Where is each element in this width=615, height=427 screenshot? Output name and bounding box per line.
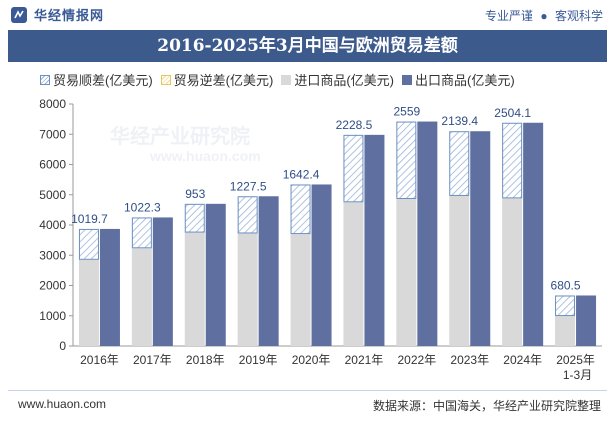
data-label: 2139.4 [441, 114, 478, 128]
brand-logo-icon [11, 6, 27, 23]
bar-import[interactable] [449, 195, 470, 346]
tagline-separator: ● [540, 9, 548, 23]
legend-label-export: 出口商品(亿美元) [415, 73, 515, 88]
legend-label-import: 进口商品(亿美元) [294, 73, 395, 88]
y-tick-label: 5000 [39, 188, 66, 202]
legend-label-deficit: 贸易逆差(亿美元) [173, 73, 274, 88]
x-tick-label: 2020年 [292, 353, 331, 367]
legend-item-import[interactable]: 进口商品(亿美元) [281, 70, 394, 89]
bar-import[interactable] [131, 248, 152, 346]
x-tick-label: 2016年 [80, 353, 119, 367]
data-label: 1227.5 [230, 179, 267, 193]
bar-export[interactable] [152, 217, 173, 346]
data-label: 2559 [393, 105, 420, 119]
label-layer: 1019.7 2016年 1022.3 2017年 953 2018年 1227.5 2019… [71, 105, 595, 382]
bar-export[interactable] [523, 122, 544, 346]
bar-surplus[interactable] [184, 203, 205, 233]
x-tick-label: 2025年 1-3月 [556, 353, 595, 382]
x-tick-label: 2018年 [186, 353, 225, 367]
bar-import[interactable] [237, 233, 258, 346]
bar-surplus[interactable] [449, 131, 470, 196]
bar-surplus[interactable] [555, 295, 576, 317]
y-tick-label: 4000 [39, 218, 66, 232]
legend-swatch-export [402, 74, 413, 85]
brand-name: 华经情报网 [34, 8, 105, 23]
chart-legend: 贸易顺差(亿美元) 贸易逆差(亿美元) 进口商品(亿美元) 出口商品(亿美元) [40, 70, 523, 89]
chart-title: 2016-2025年3月中国与欧洲贸易差额 [8, 30, 607, 62]
footer-source: 数据来源：中国海关，华经产业研究院整理 [372, 399, 601, 413]
data-label: 953 [185, 187, 205, 201]
bar-export[interactable] [205, 203, 226, 346]
data-label: 1642.4 [283, 167, 320, 181]
data-label: 2504.1 [494, 106, 531, 120]
bar-layer [78, 121, 597, 346]
legend-swatch-surplus [40, 74, 50, 85]
bar-surplus[interactable] [78, 228, 99, 260]
data-label: 680.5 [551, 278, 581, 292]
legend-swatch-import [281, 74, 292, 85]
data-label: 1019.7 [71, 212, 108, 226]
legend-item-surplus[interactable]: 贸易顺差(亿美元) [40, 70, 153, 89]
y-tick-label: 6000 [39, 158, 66, 172]
data-label: 2228.5 [336, 118, 373, 132]
tagline-right: 客观科学 [554, 9, 603, 23]
x-tick-label: 2017年 [133, 353, 172, 367]
bar-export[interactable] [311, 184, 332, 346]
bar-import[interactable] [343, 202, 364, 346]
tagline: 专业严谨 ● 客观科学 [485, 7, 603, 24]
bar-export[interactable] [576, 295, 597, 346]
y-tick-label: 0 [59, 339, 66, 353]
y-tick-label: 8000 [39, 97, 66, 111]
legend-swatch-deficit [160, 74, 171, 85]
bar-surplus[interactable] [343, 134, 364, 203]
footer-divider [8, 390, 607, 391]
y-tick-label: 3000 [39, 248, 66, 262]
bar-export[interactable] [417, 121, 438, 346]
y-tick-label: 7000 [39, 127, 66, 141]
axis-layer: 0 1000 2000 3000 4000 5000 6000 7000 8000 [39, 97, 602, 353]
bar-surplus[interactable] [237, 196, 258, 234]
bar-export[interactable] [99, 228, 120, 346]
bar-export[interactable] [258, 196, 279, 346]
legend-item-deficit[interactable]: 贸易逆差(亿美元) [160, 70, 274, 89]
bar-surplus[interactable] [290, 184, 311, 235]
x-tick-label: 2021年 [345, 353, 384, 367]
top-bar: 华经情报网 专业严谨 ● 客观科学 [0, 0, 615, 28]
bar-chart: 0 1000 2000 3000 4000 5000 6000 7000 8000 1019.7… [39, 97, 602, 382]
legend-item-export[interactable]: 出口商品(亿美元) [402, 70, 515, 89]
bar-export[interactable] [470, 131, 491, 346]
bar-import[interactable] [184, 232, 205, 346]
bar-surplus[interactable] [131, 217, 152, 249]
y-tick-label: 1000 [39, 309, 66, 323]
bar-import[interactable] [502, 198, 523, 346]
bar-import[interactable] [78, 259, 99, 346]
x-tick-label: 2022年 [397, 353, 436, 367]
data-label: 1022.3 [124, 200, 161, 214]
bar-surplus[interactable] [396, 121, 417, 199]
bar-import[interactable] [396, 198, 417, 346]
bar-surplus[interactable] [502, 122, 523, 199]
tagline-left: 专业严谨 [485, 9, 534, 23]
bar-export[interactable] [364, 134, 385, 346]
x-tick-label: 2019年 [239, 353, 278, 367]
footer-url[interactable]: www.huaon.com [18, 397, 107, 411]
bar-import[interactable] [290, 234, 311, 346]
bar-import[interactable] [555, 316, 576, 346]
y-tick-label: 2000 [39, 279, 66, 293]
brand[interactable]: 华经情报网 [10, 5, 104, 24]
x-tick-label: 2023年 [450, 353, 489, 367]
x-tick-label: 2024年 [503, 353, 542, 367]
legend-label-surplus: 贸易顺差(亿美元) [53, 73, 153, 88]
